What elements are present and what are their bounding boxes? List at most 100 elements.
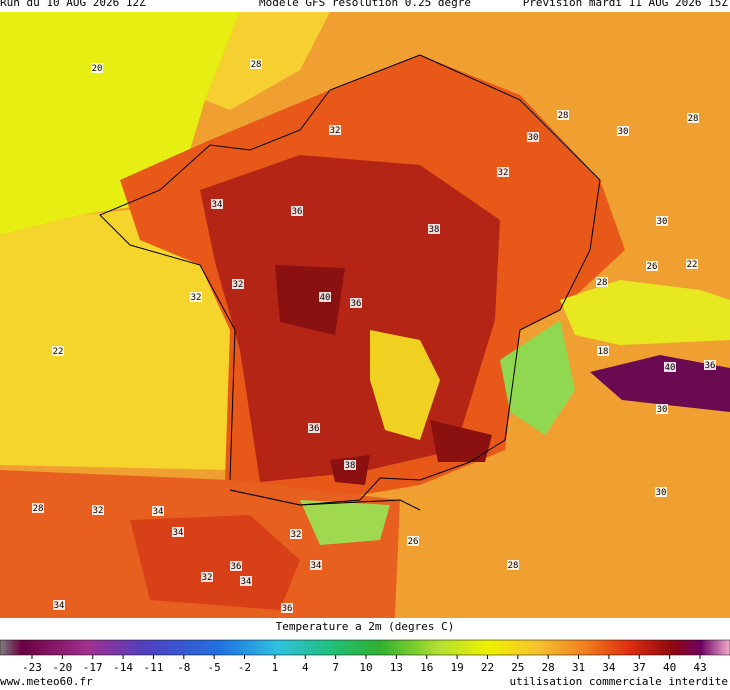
- contour-label: 32: [93, 506, 104, 516]
- map: [0, 12, 730, 618]
- contour-label: 34: [311, 561, 322, 571]
- colorbar-tick-label: -23: [22, 661, 42, 674]
- colorbar: [0, 639, 730, 656]
- contour-label: 40: [320, 293, 331, 303]
- contour-label: 20: [92, 64, 103, 74]
- label-box: [656, 404, 668, 414]
- colorbar-tick-label: 25: [511, 661, 524, 674]
- label-box: [704, 360, 716, 370]
- label-box: [201, 572, 213, 582]
- label-box: [428, 224, 440, 234]
- label-box: [152, 506, 164, 516]
- label-box: [310, 560, 322, 570]
- contour-label: 28: [688, 114, 699, 124]
- label-box: [507, 560, 519, 570]
- label-box: [664, 362, 676, 372]
- contour-label: 38: [345, 461, 356, 471]
- colorbar-tick-label: 19: [450, 661, 463, 674]
- contour-label: 32: [291, 530, 302, 540]
- label-box: [646, 261, 658, 271]
- contour-label: 30: [618, 127, 629, 137]
- label-box: [52, 346, 64, 356]
- label-box: [240, 576, 252, 586]
- colorbar-tick-label: 40: [663, 661, 676, 674]
- label-box: [655, 487, 667, 497]
- label-box: [329, 125, 341, 135]
- colorbar-ticks: -23 -20 -17 -14 -11 -8 -5 -2 1 4 7 10 13 16 19 22 25 28 31…: [22, 655, 707, 674]
- label-box: [250, 59, 262, 69]
- colorbar-tick-label: 10: [359, 661, 372, 674]
- forecast-label: Prevision mardi 11 AUG 2026 15Z: [523, 0, 729, 9]
- contour-label: 32: [330, 126, 341, 136]
- label-box: [91, 63, 103, 73]
- colorbar-tick-label: 1: [272, 661, 279, 674]
- label-box: [172, 527, 184, 537]
- model-label: Modele GFS resolution 0.25 degre: [259, 0, 471, 9]
- contour-label: 30: [528, 133, 539, 143]
- label-box: [290, 529, 302, 539]
- colorbar-tick-label: 16: [420, 661, 433, 674]
- contour-label: 26: [647, 262, 658, 272]
- colorbar-tick-label: -14: [113, 661, 133, 674]
- label-box: [350, 298, 362, 308]
- contour-label: 40: [665, 363, 676, 373]
- label-box: [281, 603, 293, 613]
- colorbar-tick-label: 34: [602, 661, 616, 674]
- contour-label: 36: [309, 424, 320, 434]
- colorbar-tick-label: -20: [52, 661, 72, 674]
- run-label: Run du 10 AUG 2026 12Z: [0, 0, 146, 9]
- contour-label: 32: [233, 280, 244, 290]
- colorbar-tick-label: -2: [238, 661, 251, 674]
- contour-label: 36: [351, 299, 362, 309]
- contour-label: 22: [687, 260, 698, 270]
- map-labels: 32 36 38 40 36 32 30 28 30 28 30 26 22 28 40 36 30 18 22 28…: [32, 59, 716, 614]
- label-box: [596, 277, 608, 287]
- colorbar-tick-label: -5: [208, 661, 221, 674]
- contour-label: 30: [656, 488, 667, 498]
- colorbar-tick-label: 22: [481, 661, 494, 674]
- site-label: www.meteo60.fr: [0, 675, 93, 688]
- contour-label: 34: [241, 577, 252, 587]
- label-box: [407, 536, 419, 546]
- label-box: [232, 279, 244, 289]
- contour-label: 22: [53, 347, 64, 357]
- contour-label: 32: [202, 573, 213, 583]
- label-box: [211, 199, 223, 209]
- label-box: [527, 132, 539, 142]
- colorbar-tick-label: 13: [390, 661, 403, 674]
- colorbar-tick-label: 28: [542, 661, 555, 674]
- contour-label: 32: [498, 168, 509, 178]
- contour-label: 30: [657, 405, 668, 415]
- contour-label: 18: [598, 347, 609, 357]
- label-box: [53, 600, 65, 610]
- colorbar-tick-label: -11: [144, 661, 164, 674]
- contour-label: 28: [558, 111, 569, 121]
- label-box: [308, 423, 320, 433]
- label-box: [687, 113, 699, 123]
- notice-label: utilisation commerciale interdite: [509, 675, 728, 688]
- label-box: [92, 505, 104, 515]
- contour-label: 34: [54, 601, 65, 611]
- contour-label: 36: [231, 562, 242, 572]
- label-box: [190, 292, 202, 302]
- label-box: [319, 292, 331, 302]
- contour-label: 34: [173, 528, 184, 538]
- contour-label: 36: [705, 361, 716, 371]
- label-box: [557, 110, 569, 120]
- contour-label: 36: [282, 604, 293, 614]
- contour-label: 36: [292, 207, 303, 217]
- label-box: [597, 346, 609, 356]
- colorbar-tick-label: -8: [177, 661, 190, 674]
- label-box: [291, 206, 303, 216]
- colorbar-tick-label: 43: [693, 661, 706, 674]
- contour-label: 28: [33, 504, 44, 514]
- label-box: [32, 503, 44, 513]
- colorbar-tick-label: -17: [83, 661, 103, 674]
- colorbar-tick-label: 7: [332, 661, 339, 674]
- label-box: [230, 561, 242, 571]
- contour-label: 34: [153, 507, 164, 517]
- contour-label: 30: [657, 217, 668, 227]
- label-box: [344, 460, 356, 470]
- colorbar-title: Temperature a 2m (degres C): [276, 620, 455, 633]
- label-box: [656, 216, 668, 226]
